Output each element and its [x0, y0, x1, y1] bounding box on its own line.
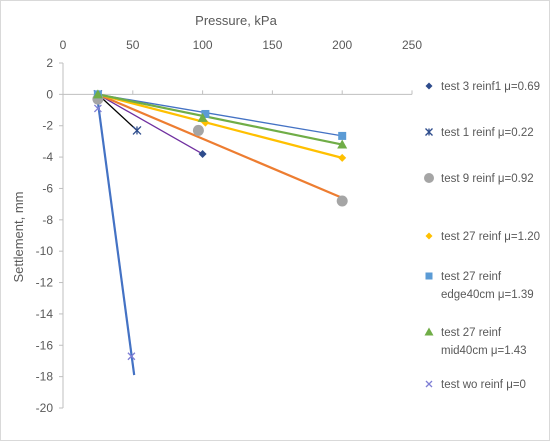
- data-point-series-1: [198, 149, 207, 158]
- data-point-series-5: [201, 109, 210, 118]
- y-tick-label: -20: [36, 401, 54, 415]
- data-point-series-7-stroke: [93, 104, 102, 113]
- x-tick-label: 150: [262, 38, 282, 52]
- x-tick-label: 100: [193, 38, 213, 52]
- legend-marker-7-stroke: [425, 380, 433, 388]
- data-point-series-2: [132, 125, 142, 135]
- axes: 0 50 100 150 200 25020-2-4-6-8-10-12-14-16-18…: [36, 38, 423, 415]
- trend-line-5: [97, 93, 343, 137]
- legend-label-5: test 27 reinf: [441, 271, 502, 283]
- trend-line-6: [97, 93, 343, 146]
- y-axis-title: Settlement, mm: [11, 191, 26, 282]
- legend-marker-5: [425, 272, 433, 280]
- trend-line-2: [97, 93, 138, 131]
- trend-line-7: [96, 102, 136, 376]
- data-point-series-5: [338, 131, 347, 140]
- y-tick-label: -12: [36, 276, 54, 290]
- trend-lines: [96, 93, 343, 376]
- x-tick-label: 50: [126, 38, 140, 52]
- legend-marker-4: [425, 232, 433, 240]
- data-point-series-7: [127, 352, 136, 361]
- data-point-series-6: [197, 112, 208, 122]
- legend-label-6: mid40cm μ=1.43: [441, 345, 527, 357]
- data-point-series-7: [93, 104, 102, 113]
- x-tick-label: 0: [60, 38, 67, 52]
- y-tick-label: -16: [36, 338, 54, 352]
- legend-marker-1: [425, 82, 433, 90]
- data-markers: [92, 89, 348, 361]
- data-point-series-7-stroke: [127, 352, 136, 361]
- legend-marker-3: [424, 173, 434, 183]
- data-point-series-3: [192, 124, 204, 136]
- x-tick-label: 200: [332, 38, 352, 52]
- legend: test 3 reinf1 μ=0.69 test 1 reinf μ=0.22 t…: [424, 81, 540, 391]
- data-point-series-6: [92, 89, 103, 99]
- y-tick-label: 2: [46, 56, 53, 70]
- legend-label-4: test 27 reinf μ=1.20: [441, 231, 540, 243]
- data-point-series-3: [336, 195, 348, 207]
- legend-label-7: test wo reinf μ=0: [441, 379, 526, 391]
- y-tick-label: -6: [42, 181, 53, 195]
- legend-label-1: test 3 reinf1 μ=0.69: [441, 81, 540, 93]
- y-tick-label: 0: [46, 87, 53, 101]
- trend-line-3: [97, 93, 343, 199]
- legend-label-2: test 1 reinf μ=0.22: [441, 127, 534, 139]
- legend-marker-6: [424, 327, 434, 336]
- trend-line-4: [97, 93, 343, 159]
- y-tick-label: -8: [42, 213, 53, 227]
- x-tick-label: 250: [402, 38, 422, 52]
- data-point-series-6: [337, 139, 348, 149]
- legend-label-5: edge40cm μ=1.39: [441, 289, 534, 301]
- legend-marker-2: [425, 128, 433, 136]
- x-axis-title: Pressure, kPa: [195, 13, 277, 28]
- y-tick-label: -2: [42, 119, 53, 133]
- y-tick-label: -10: [36, 244, 54, 258]
- legend-label-3: test 9 reinf μ=0.92: [441, 173, 534, 185]
- y-tick-label: -14: [36, 307, 54, 321]
- trend-line-1: [97, 93, 203, 155]
- data-point-series-4: [338, 153, 347, 162]
- legend-marker-7: [425, 380, 433, 388]
- y-tick-label: -18: [36, 370, 54, 384]
- legend-label-6: test 27 reinf: [441, 327, 502, 339]
- y-tick-label: -4: [42, 150, 53, 164]
